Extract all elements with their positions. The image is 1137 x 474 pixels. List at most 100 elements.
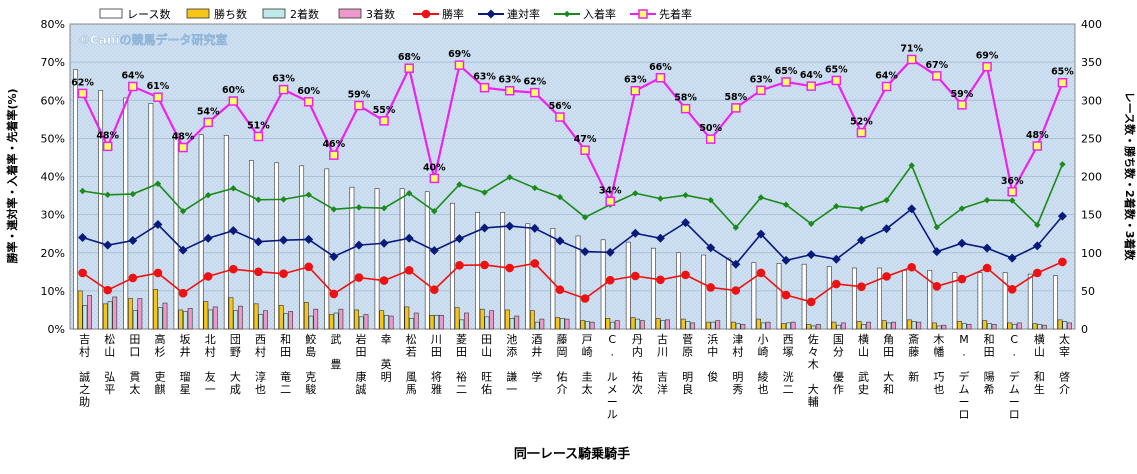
- point: [933, 224, 941, 231]
- x-tick-label: 田口 貫太: [129, 333, 140, 396]
- data-label: 63%: [473, 72, 496, 83]
- y-tick-left: 20%: [41, 247, 65, 260]
- y-axis-left-label: 勝率・連対率・入着率・先着率(%): [5, 88, 19, 263]
- point: [580, 247, 590, 257]
- bar-1: [299, 165, 305, 330]
- bar-2: [906, 319, 912, 330]
- bar-1: [952, 272, 958, 330]
- point: [379, 238, 389, 248]
- bar-2: [781, 323, 787, 330]
- point: [404, 265, 414, 275]
- y-tick-right: 350: [1081, 56, 1102, 69]
- bar-1: [751, 262, 757, 330]
- bar-3: [534, 321, 540, 330]
- bar-4: [237, 305, 243, 330]
- y-tick-right: 250: [1081, 132, 1102, 145]
- point: [153, 220, 163, 230]
- bar-1: [801, 263, 807, 330]
- x-tick-label: 幸 英明: [381, 333, 392, 384]
- x-tick-label: 団野 大成: [230, 333, 241, 396]
- point: [454, 234, 464, 244]
- bar-4: [212, 306, 218, 330]
- x-tick-label: 北村 友一: [205, 333, 216, 396]
- y-tick-left: 40%: [41, 171, 65, 184]
- bar-3: [635, 318, 641, 330]
- point: [228, 96, 239, 106]
- point: [782, 201, 790, 208]
- x-tick-label: C. デムーロ: [1009, 333, 1020, 421]
- legend-swatch: [338, 8, 362, 19]
- bar-2: [605, 318, 611, 330]
- point: [104, 191, 111, 198]
- x-tick-label: 吉村 誠之助: [79, 333, 90, 409]
- bar-4: [137, 298, 143, 330]
- point: [354, 273, 364, 282]
- data-labels: 62%48%64%61%48%54%60%51%63%60%46%59%55%6…: [71, 43, 1074, 196]
- bar-1: [475, 212, 480, 330]
- x-tick-label: 横山 和生: [1034, 332, 1045, 396]
- point: [304, 234, 314, 244]
- point: [429, 245, 439, 255]
- bar-4: [966, 324, 972, 330]
- bar-2: [354, 309, 359, 330]
- bar-4: [539, 318, 545, 330]
- x-tick-label: 斎藤 新: [908, 332, 919, 384]
- bar-1: [374, 188, 380, 330]
- point: [832, 279, 841, 289]
- bar-2: [429, 314, 435, 330]
- bar-4: [1041, 324, 1047, 330]
- line-3: [82, 163, 1064, 229]
- bar-1: [701, 254, 707, 330]
- bar-2: [153, 289, 158, 330]
- bar-4: [891, 321, 897, 330]
- point: [153, 268, 163, 278]
- point: [681, 218, 691, 228]
- point: [178, 142, 188, 153]
- x-tick-label: 池添 謙一: [506, 333, 517, 396]
- bar-2: [580, 320, 586, 330]
- bar-3: [886, 322, 892, 330]
- point: [706, 283, 715, 292]
- y-tick-right: 200: [1081, 171, 1102, 184]
- point: [481, 189, 488, 196]
- point: [881, 81, 892, 92]
- point: [581, 214, 589, 221]
- data-label: 68%: [398, 52, 421, 63]
- point: [655, 233, 665, 243]
- legend-swatch: [99, 8, 123, 19]
- bar-4: [87, 295, 93, 330]
- point: [405, 190, 413, 197]
- bar-2: [203, 301, 209, 330]
- bar-4: [589, 321, 595, 330]
- bar-2: [504, 309, 510, 330]
- bar-2: [228, 297, 234, 330]
- x-tick-label: 戸崎 圭太: [582, 333, 593, 396]
- point: [882, 224, 892, 234]
- bar-2: [881, 320, 887, 330]
- point: [253, 131, 264, 142]
- y-tick-right: 300: [1081, 94, 1102, 107]
- x-tick-label: 西塚 洸二: [783, 333, 794, 396]
- bar-3: [283, 313, 289, 330]
- bar-4: [840, 322, 846, 330]
- bar-3: [208, 309, 213, 330]
- point: [329, 150, 339, 160]
- point: [932, 247, 942, 257]
- bar-3: [610, 321, 615, 330]
- x-tick-label: 和田 陽希: [984, 333, 995, 396]
- point: [278, 84, 289, 95]
- x-tick-label: 佐々木 大輔: [808, 332, 819, 409]
- bar-4: [665, 319, 670, 330]
- data-label: 51%: [247, 120, 270, 131]
- point: [680, 103, 691, 114]
- x-tick-label: 田山 旺佑: [481, 333, 492, 396]
- bar-2: [806, 324, 812, 330]
- data-label: 47%: [574, 134, 597, 145]
- bar-4: [263, 310, 268, 330]
- point: [656, 275, 665, 285]
- point: [781, 255, 791, 265]
- point: [505, 221, 515, 231]
- y-tick-left: 0%: [48, 323, 65, 336]
- bar-3: [760, 322, 766, 330]
